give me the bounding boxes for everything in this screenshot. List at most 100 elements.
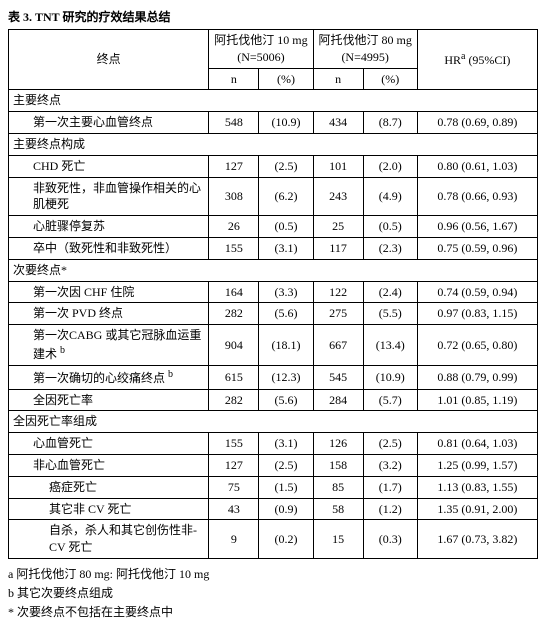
col-arm10: 阿托伐他汀 10 mg(N=5006) xyxy=(209,30,313,69)
cell-p10: (3.3) xyxy=(259,281,313,303)
footnotes: a 阿托伐他汀 80 mg: 阿托伐他汀 10 mg b 其它次要终点组成 * … xyxy=(8,565,546,623)
col-n80: n xyxy=(313,68,363,90)
cell-n80: 158 xyxy=(313,454,363,476)
cell-p10: (1.5) xyxy=(259,476,313,498)
table-title: 表 3. TNT 研究的疗效结果总结 xyxy=(8,8,546,25)
cell-p10: (3.1) xyxy=(259,237,313,259)
cell-n80: 25 xyxy=(313,216,363,238)
table-row: 全因死亡率282(5.6)284(5.7)1.01 (0.85, 1.19) xyxy=(9,389,538,411)
cell-n80: 117 xyxy=(313,237,363,259)
cell-hr: 1.67 (0.73, 3.82) xyxy=(417,520,537,559)
cell-p80: (0.3) xyxy=(363,520,417,559)
section-header: 主要终点构成 xyxy=(9,133,538,155)
table-body: 主要终点第一次主要心血管终点548(10.9)434(8.7)0.78 (0.6… xyxy=(9,90,538,559)
col-n10: n xyxy=(209,68,259,90)
cell-n10: 26 xyxy=(209,216,259,238)
table-row: 心血管死亡155(3.1)126(2.5)0.81 (0.64, 1.03) xyxy=(9,433,538,455)
col-endpoint: 终点 xyxy=(9,30,209,90)
row-label: 全因死亡率 xyxy=(9,389,209,411)
row-label: 非心血管死亡 xyxy=(9,454,209,476)
cell-n80: 667 xyxy=(313,325,363,366)
cell-n10: 282 xyxy=(209,303,259,325)
cell-n10: 127 xyxy=(209,454,259,476)
cell-n80: 85 xyxy=(313,476,363,498)
section-header: 全因死亡率组成 xyxy=(9,411,538,433)
cell-p10: (18.1) xyxy=(259,325,313,366)
row-label: 非致死性，非血管操作相关的心肌梗死 xyxy=(9,177,209,216)
cell-p80: (2.5) xyxy=(363,433,417,455)
table-row: 第一次主要心血管终点548(10.9)434(8.7)0.78 (0.69, 0… xyxy=(9,112,538,134)
cell-p10: (0.2) xyxy=(259,520,313,559)
cell-n10: 75 xyxy=(209,476,259,498)
cell-n80: 434 xyxy=(313,112,363,134)
table-row: 第一次确切的心绞痛终点 b615(12.3)545(10.9)0.88 (0.7… xyxy=(9,365,538,389)
table-row: 癌症死亡75(1.5)85(1.7)1.13 (0.83, 1.55) xyxy=(9,476,538,498)
cell-hr: 1.01 (0.85, 1.19) xyxy=(417,389,537,411)
row-label: 第一次CABG 或其它冠脉血运重建术 b xyxy=(9,325,209,366)
cell-n10: 548 xyxy=(209,112,259,134)
cell-n10: 9 xyxy=(209,520,259,559)
row-label: 第一次因 CHF 住院 xyxy=(9,281,209,303)
cell-p80: (0.5) xyxy=(363,216,417,238)
section-header: 次要终点* xyxy=(9,259,538,281)
footnote-star: * 次要终点不包括在主要终点中 xyxy=(8,603,546,622)
cell-p10: (0.9) xyxy=(259,498,313,520)
cell-p80: (2.4) xyxy=(363,281,417,303)
results-table: 终点 阿托伐他汀 10 mg(N=5006) 阿托伐他汀 80 mg(N=499… xyxy=(8,29,538,559)
cell-p80: (4.9) xyxy=(363,177,417,216)
table-row: 非致死性，非血管操作相关的心肌梗死308(6.2)243(4.9)0.78 (0… xyxy=(9,177,538,216)
row-label: 心血管死亡 xyxy=(9,433,209,455)
row-label: 其它非 CV 死亡 xyxy=(9,498,209,520)
cell-hr: 1.25 (0.99, 1.57) xyxy=(417,454,537,476)
cell-hr: 1.35 (0.91, 2.00) xyxy=(417,498,537,520)
cell-hr: 0.80 (0.61, 1.03) xyxy=(417,155,537,177)
table-row: 心脏骤停复苏26(0.5)25(0.5)0.96 (0.56, 1.67) xyxy=(9,216,538,238)
footnote-a: a 阿托伐他汀 80 mg: 阿托伐他汀 10 mg xyxy=(8,565,546,584)
table-row: 第一次CABG 或其它冠脉血运重建术 b904(18.1)667(13.4)0.… xyxy=(9,325,538,366)
cell-hr: 0.78 (0.69, 0.89) xyxy=(417,112,537,134)
cell-n10: 43 xyxy=(209,498,259,520)
table-row: 其它非 CV 死亡43(0.9)58(1.2)1.35 (0.91, 2.00) xyxy=(9,498,538,520)
cell-hr: 0.75 (0.59, 0.96) xyxy=(417,237,537,259)
cell-p80: (5.5) xyxy=(363,303,417,325)
cell-p80: (5.7) xyxy=(363,389,417,411)
cell-hr: 0.72 (0.65, 0.80) xyxy=(417,325,537,366)
col-hr: HRa (95%CI) xyxy=(417,30,537,90)
row-label: 自杀，杀人和其它创伤性非-CV 死亡 xyxy=(9,520,209,559)
row-label: 心脏骤停复苏 xyxy=(9,216,209,238)
cell-hr: 0.78 (0.66, 0.93) xyxy=(417,177,537,216)
cell-n80: 545 xyxy=(313,365,363,389)
cell-p10: (5.6) xyxy=(259,303,313,325)
section-header: 主要终点 xyxy=(9,90,538,112)
cell-p80: (13.4) xyxy=(363,325,417,366)
cell-p80: (10.9) xyxy=(363,365,417,389)
cell-n10: 615 xyxy=(209,365,259,389)
col-p10: (%) xyxy=(259,68,313,90)
cell-n10: 308 xyxy=(209,177,259,216)
cell-p80: (8.7) xyxy=(363,112,417,134)
table-row: 第一次因 CHF 住院164(3.3)122(2.4)0.74 (0.59, 0… xyxy=(9,281,538,303)
cell-p10: (10.9) xyxy=(259,112,313,134)
table-row: 非心血管死亡127(2.5)158(3.2)1.25 (0.99, 1.57) xyxy=(9,454,538,476)
cell-hr: 0.88 (0.79, 0.99) xyxy=(417,365,537,389)
cell-p10: (2.5) xyxy=(259,155,313,177)
cell-n80: 243 xyxy=(313,177,363,216)
table-row: 卒中（致死性和非致死性）155(3.1)117(2.3)0.75 (0.59, … xyxy=(9,237,538,259)
col-p80: (%) xyxy=(363,68,417,90)
cell-n10: 127 xyxy=(209,155,259,177)
cell-n10: 155 xyxy=(209,433,259,455)
table-row: 第一次 PVD 终点282(5.6)275(5.5)0.97 (0.83, 1.… xyxy=(9,303,538,325)
row-label: CHD 死亡 xyxy=(9,155,209,177)
cell-p10: (2.5) xyxy=(259,454,313,476)
cell-n80: 15 xyxy=(313,520,363,559)
cell-n80: 101 xyxy=(313,155,363,177)
cell-n80: 58 xyxy=(313,498,363,520)
cell-hr: 0.97 (0.83, 1.15) xyxy=(417,303,537,325)
cell-n80: 122 xyxy=(313,281,363,303)
cell-p80: (1.2) xyxy=(363,498,417,520)
row-label: 第一次 PVD 终点 xyxy=(9,303,209,325)
cell-n10: 164 xyxy=(209,281,259,303)
cell-p10: (3.1) xyxy=(259,433,313,455)
cell-n10: 155 xyxy=(209,237,259,259)
cell-n80: 284 xyxy=(313,389,363,411)
